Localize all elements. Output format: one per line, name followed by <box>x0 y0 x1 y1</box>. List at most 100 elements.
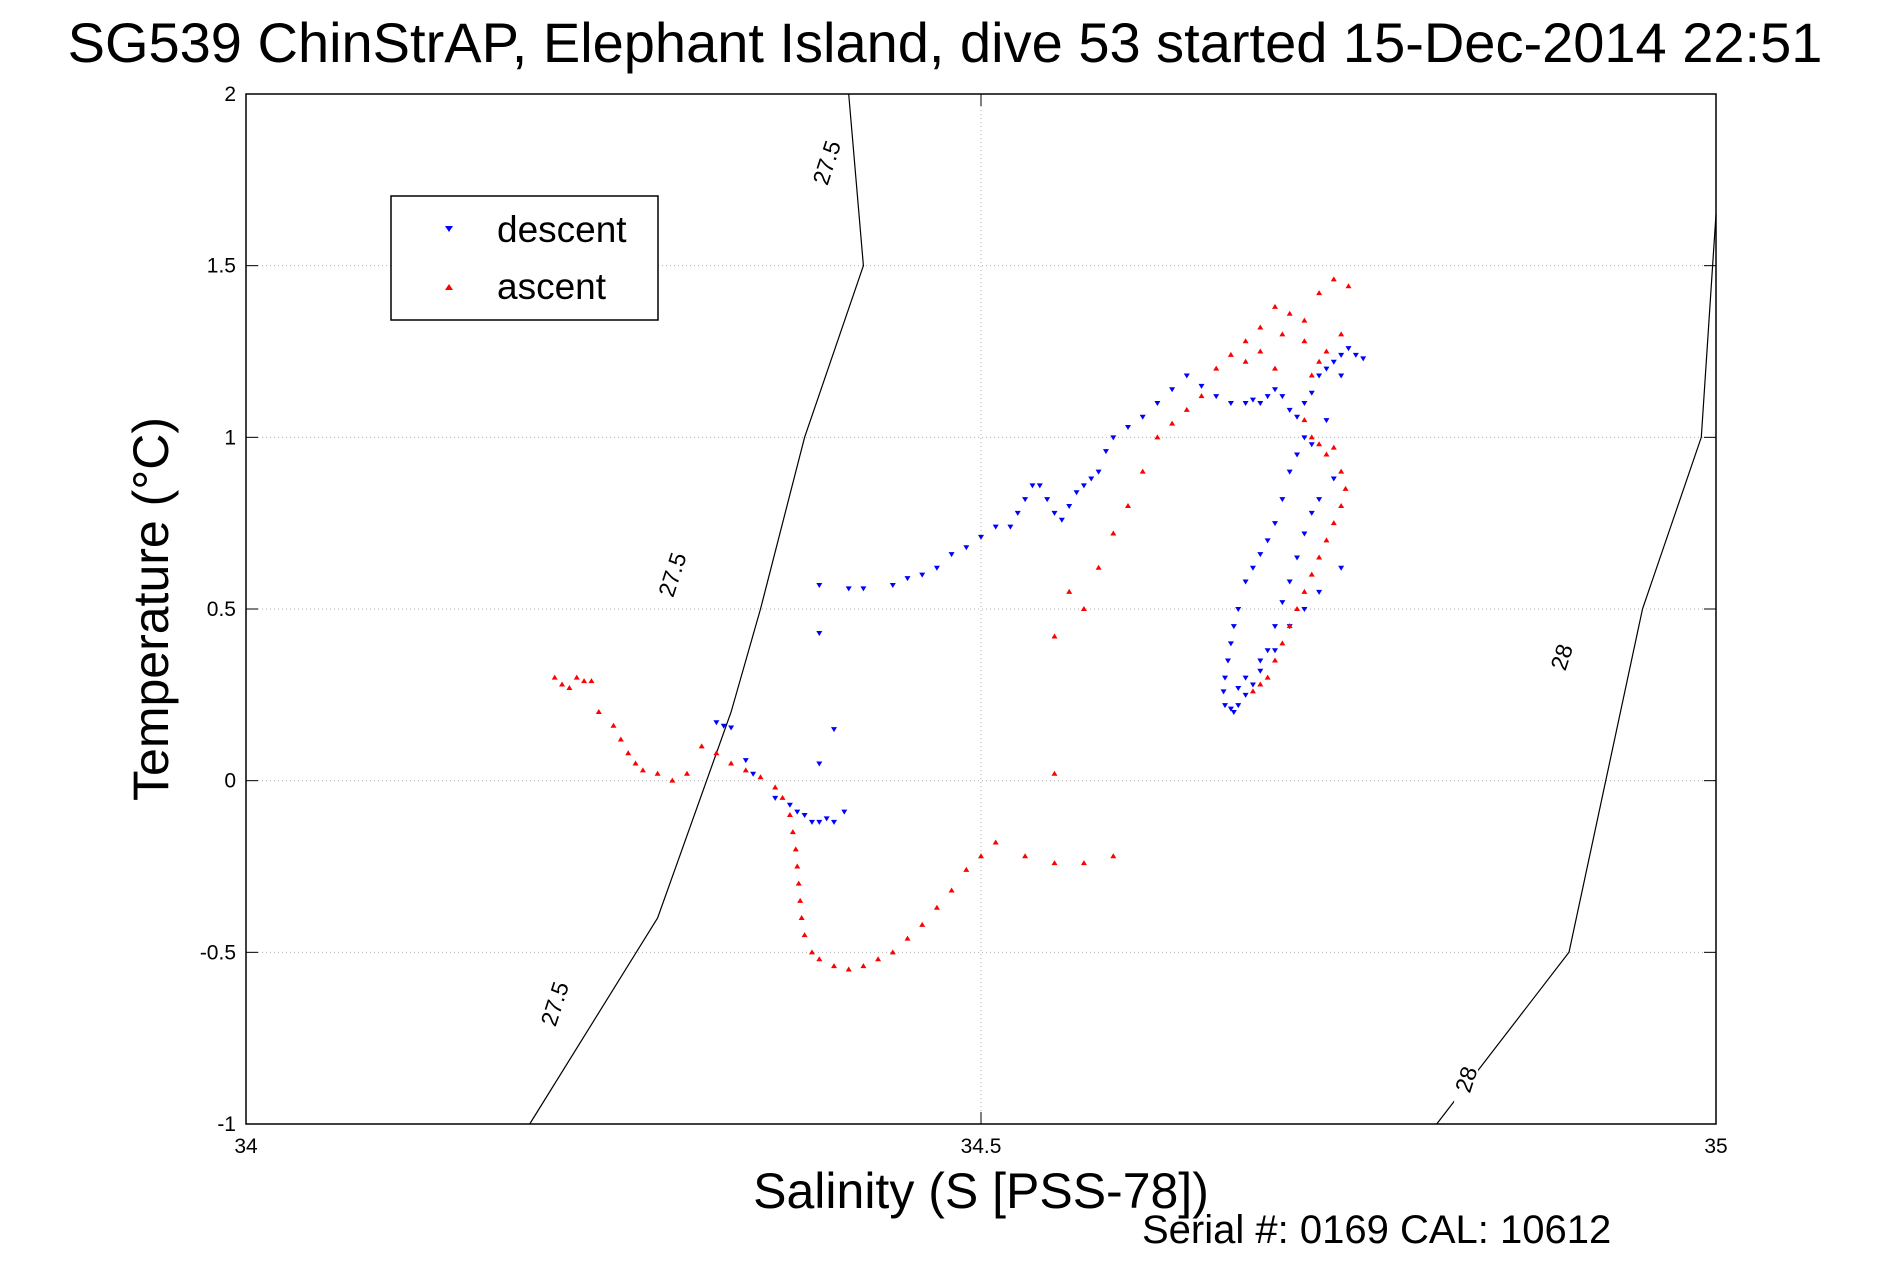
descent-point <box>786 802 793 808</box>
contour-label-bg <box>814 136 839 189</box>
ascent-point <box>1183 406 1190 412</box>
ascent-point <box>713 750 720 756</box>
ascent-point <box>1338 468 1345 474</box>
ascent-point <box>1323 451 1330 457</box>
ascent-point <box>1080 860 1087 866</box>
contour-label-bg <box>1549 631 1574 684</box>
y-tick-label: 0 <box>224 770 236 793</box>
serial-footer: Serial #: 0169 CAL: 10612 <box>1142 1208 1611 1252</box>
y-tick-label: -1 <box>217 1113 236 1136</box>
descent-point <box>933 565 940 571</box>
descent-point <box>1066 504 1073 509</box>
ascent-point <box>1330 444 1337 450</box>
ascent-point <box>801 932 808 938</box>
ascent-point <box>797 897 804 903</box>
ascent-point <box>933 904 940 910</box>
ascent-point <box>742 767 749 773</box>
ascent-point <box>684 770 690 776</box>
descent-point <box>1007 524 1014 530</box>
descent-point <box>1227 641 1234 647</box>
descent-point <box>1294 452 1301 458</box>
descent-point <box>1235 607 1242 612</box>
ascent-point <box>1257 681 1264 687</box>
ascent-point <box>904 935 911 941</box>
descent-point <box>816 819 823 825</box>
ascent-point <box>795 880 802 886</box>
descent-point <box>1330 476 1337 482</box>
descent-point <box>1249 397 1256 403</box>
descent-point <box>1102 449 1109 455</box>
ascent-point <box>779 794 786 800</box>
legend: descent ascent <box>390 195 659 321</box>
ascent-point <box>1286 623 1293 629</box>
descent-point <box>823 816 830 822</box>
ascent-point <box>1316 441 1323 447</box>
legend-ascent-label: ascent <box>497 266 607 307</box>
ascent-point <box>1169 420 1176 426</box>
ascent-point <box>1242 338 1249 344</box>
ascent-point <box>1213 365 1220 371</box>
descent-point <box>1242 692 1249 698</box>
ascent-point <box>816 956 823 962</box>
legend-descent-marker <box>445 226 453 232</box>
ascent-point <box>1323 348 1330 354</box>
descent-point <box>1224 658 1231 664</box>
descent-point <box>1249 565 1256 571</box>
descent-point <box>1249 682 1256 688</box>
ascent-point <box>1051 860 1058 866</box>
ascent-point <box>992 839 999 845</box>
ascent-point <box>1286 310 1293 316</box>
descent-point <box>1294 555 1301 561</box>
ascent-point <box>566 684 573 690</box>
descent-point <box>1088 476 1095 482</box>
descent-point <box>1036 483 1043 489</box>
descent-point <box>1308 442 1315 448</box>
descent-point <box>841 809 848 815</box>
ascent-point <box>551 674 558 680</box>
descent-point <box>1279 497 1286 503</box>
descent-point <box>742 758 749 764</box>
descent-point <box>860 586 867 592</box>
ascent-point <box>860 963 867 969</box>
descent-point <box>801 813 808 818</box>
ascent-point <box>610 722 617 728</box>
ascent-point <box>588 678 595 684</box>
ascent-point <box>1272 365 1278 371</box>
ascent-point <box>1330 276 1337 282</box>
y-tick-label: 2 <box>224 83 236 106</box>
ascent-point <box>1308 571 1315 577</box>
y-tick-label: 1.5 <box>207 255 236 278</box>
descent-point <box>831 819 837 825</box>
descent-point <box>1323 418 1330 424</box>
ascent-point <box>948 887 955 893</box>
descent-point <box>948 552 955 558</box>
data-points <box>551 276 1367 972</box>
ascent-point <box>654 770 661 776</box>
descent-point <box>1044 497 1051 503</box>
ascent-point <box>1257 324 1264 330</box>
descent-point <box>1139 414 1146 420</box>
ascent-point <box>794 863 801 869</box>
ascent-point <box>772 784 779 790</box>
ascent-point <box>1249 688 1256 694</box>
ascent-point <box>1316 554 1323 560</box>
descent-point <box>1051 510 1058 516</box>
y-tick-label: -0.5 <box>200 941 236 964</box>
descent-point <box>1230 624 1237 630</box>
density-contour-line <box>529 93 865 1125</box>
ascent-point <box>1264 674 1271 680</box>
ascent-point <box>1110 853 1117 859</box>
ascent-point <box>1323 537 1330 543</box>
ascent-point <box>919 921 926 927</box>
ascent-point <box>786 812 793 817</box>
ascent-point <box>595 709 602 714</box>
descent-point <box>1352 352 1359 358</box>
descent-point <box>1264 538 1271 544</box>
ascent-point <box>1316 358 1323 364</box>
descent-point <box>816 761 823 767</box>
ascent-point <box>1294 606 1301 611</box>
descent-point <box>1272 624 1278 630</box>
ascent-point <box>1316 290 1323 296</box>
ascent-point <box>1342 485 1349 491</box>
y-tick-label: 0.5 <box>207 598 236 621</box>
